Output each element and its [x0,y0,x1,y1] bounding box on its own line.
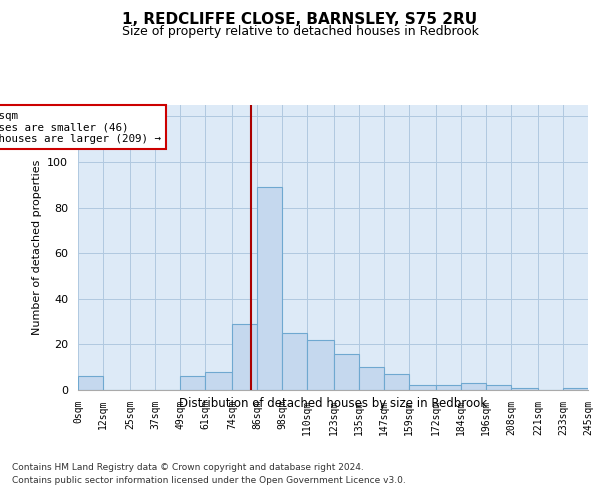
Bar [205,372,232,390]
Bar [384,374,409,390]
Bar [409,386,436,390]
Bar [232,324,257,390]
Bar [180,376,205,390]
Bar [486,386,511,390]
Bar [461,383,486,390]
Bar [563,388,588,390]
Bar [282,333,307,390]
Text: Size of property relative to detached houses in Redbrook: Size of property relative to detached ho… [122,25,478,38]
Text: 1 REDCLIFFE CLOSE: 83sqm
← 18% of detached houses are smaller (46)
82% of semi-d: 1 REDCLIFFE CLOSE: 83sqm ← 18% of detach… [0,110,161,144]
Bar [334,354,359,390]
Bar [307,340,334,390]
Text: Distribution of detached houses by size in Redbrook: Distribution of detached houses by size … [179,398,487,410]
Text: 1, REDCLIFFE CLOSE, BARNSLEY, S75 2RU: 1, REDCLIFFE CLOSE, BARNSLEY, S75 2RU [122,12,478,28]
Y-axis label: Number of detached properties: Number of detached properties [32,160,41,335]
Text: Contains public sector information licensed under the Open Government Licence v3: Contains public sector information licen… [12,476,406,485]
Bar [359,367,384,390]
Bar [436,386,461,390]
Text: Contains HM Land Registry data © Crown copyright and database right 2024.: Contains HM Land Registry data © Crown c… [12,462,364,471]
Bar [257,187,282,390]
Bar [78,376,103,390]
Bar [511,388,538,390]
